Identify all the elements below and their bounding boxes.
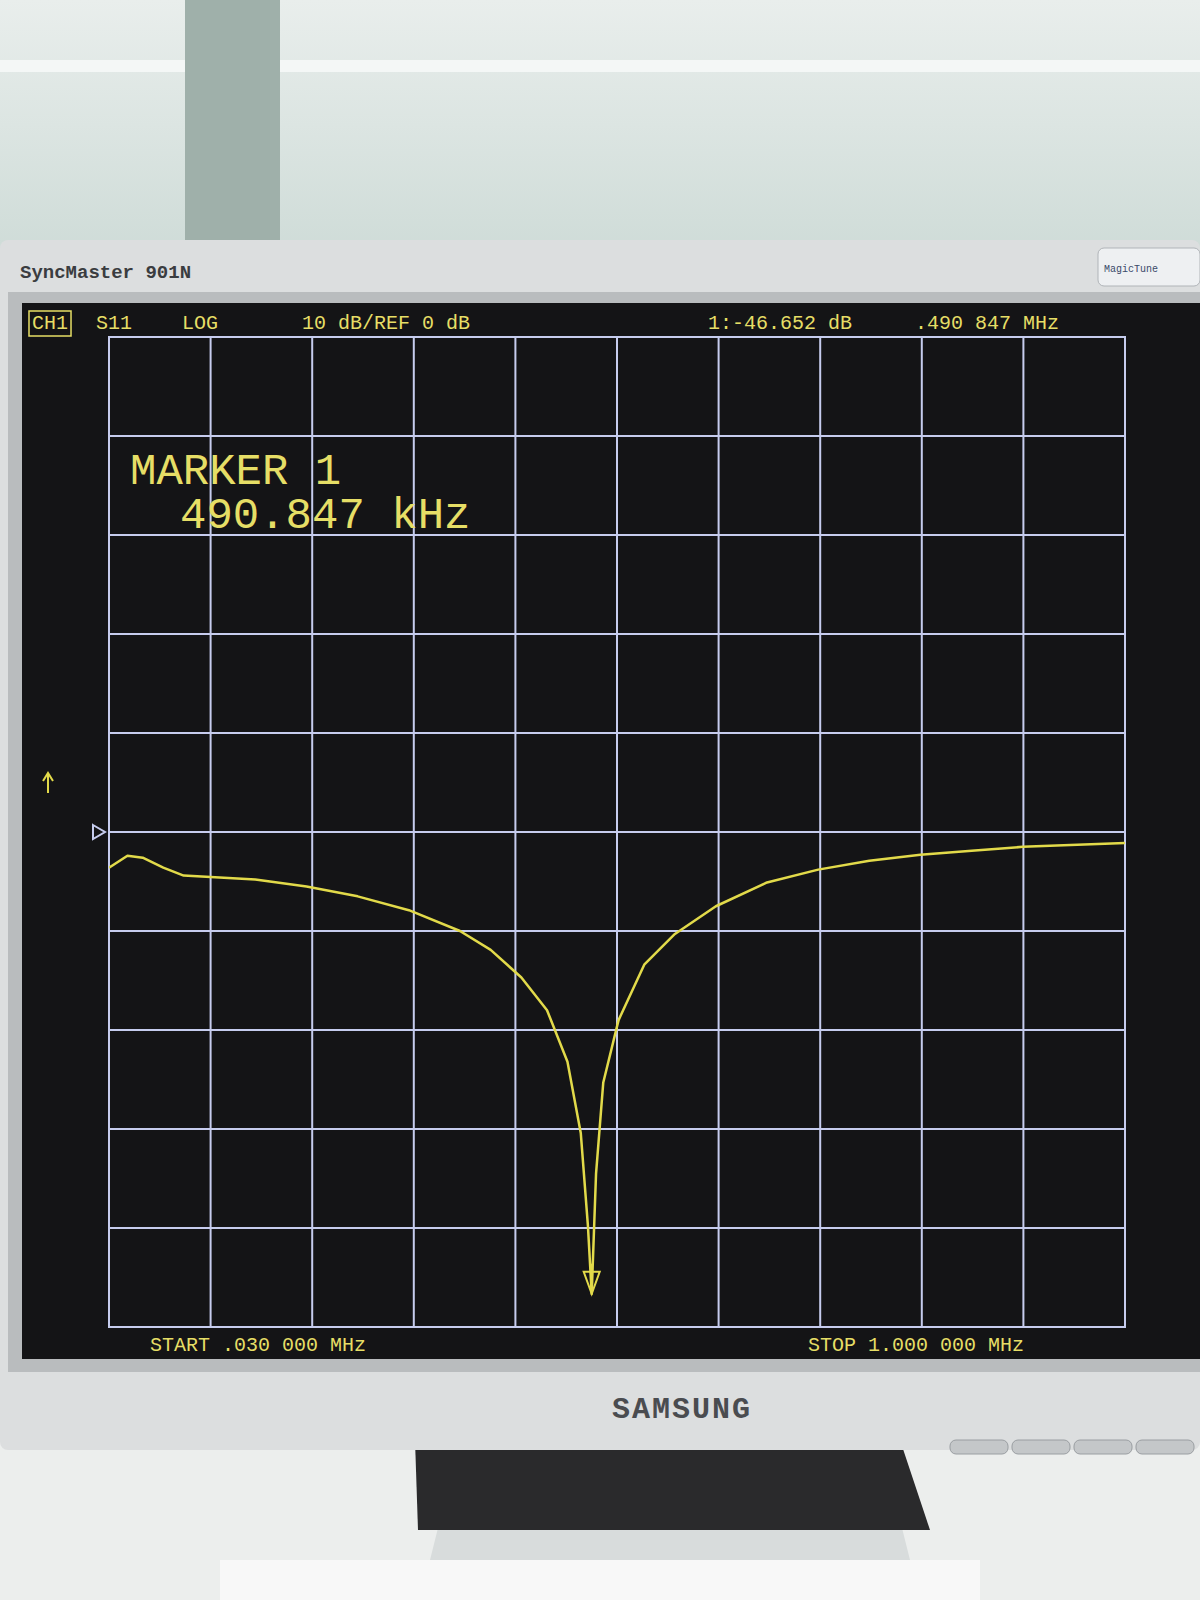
screen xyxy=(22,303,1200,1359)
monitor-button xyxy=(950,1440,1008,1454)
trace-group xyxy=(109,843,1125,1294)
start-label: START .030 000 MHz xyxy=(150,1334,366,1357)
ref-arrow xyxy=(43,773,53,793)
plot-frame xyxy=(109,337,1125,1327)
paper xyxy=(220,1560,980,1600)
desk xyxy=(0,1430,1200,1600)
monitor-brand: SAMSUNG xyxy=(612,1393,752,1427)
trace xyxy=(109,843,1125,1294)
marker-label: 490.847 kHz xyxy=(180,491,470,541)
monitor-badge: MagicTune xyxy=(1104,264,1158,275)
grid-line-y xyxy=(109,1227,1125,1229)
scale: 10 dB/REF 0 dB xyxy=(302,312,470,335)
channel-box xyxy=(29,311,71,336)
channel: CH1 xyxy=(32,312,68,335)
bezel-inner xyxy=(8,292,1200,1372)
monitor-button xyxy=(1074,1440,1132,1454)
window-mullion xyxy=(185,0,280,250)
grid-line-y xyxy=(109,633,1125,635)
marker-arrow xyxy=(584,1264,600,1294)
marker-frequency: .490 847 MHz xyxy=(915,312,1059,335)
grid-line-y xyxy=(109,831,1125,833)
grid-line-y xyxy=(109,930,1125,932)
marker-title: MARKER 1 xyxy=(130,447,341,497)
window xyxy=(0,0,1200,250)
parameter: S11 xyxy=(96,312,132,335)
stand xyxy=(415,1440,930,1530)
stop-label: STOP 1.000 000 MHz xyxy=(808,1334,1024,1357)
grid-line-y xyxy=(109,1128,1125,1130)
ref-indicator xyxy=(93,825,105,839)
grid-line-y xyxy=(109,435,1125,437)
grid-line-y xyxy=(109,732,1125,734)
marker-readout: 1:-46.652 dB xyxy=(708,312,852,335)
monitor-button xyxy=(1012,1440,1070,1454)
monitor-button xyxy=(1136,1440,1194,1454)
badge-box xyxy=(1098,248,1200,286)
bezel xyxy=(0,240,1200,1450)
window-frame xyxy=(0,60,1200,72)
format: LOG xyxy=(182,312,218,335)
monitor-model: SyncMaster 901N xyxy=(20,262,191,284)
page: SyncMaster 901N MagicTune SAMSUNG CH1 S11 LOG… xyxy=(0,0,1200,1600)
